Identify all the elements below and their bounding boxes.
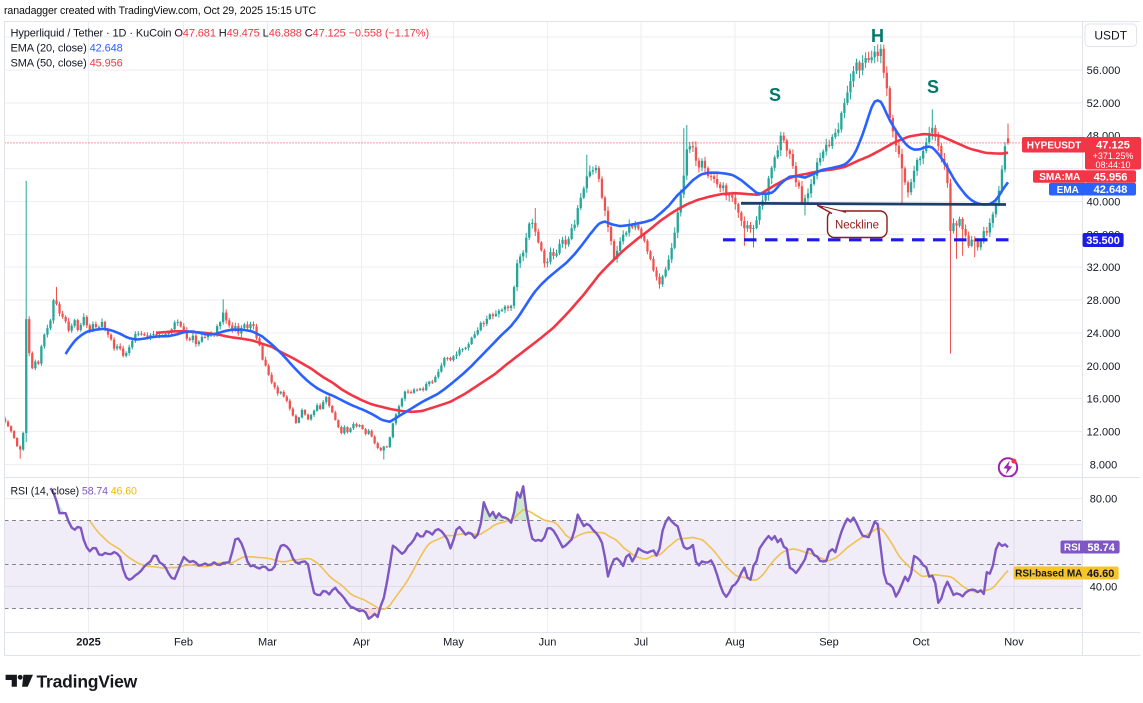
svg-text:Jun: Jun	[539, 637, 557, 649]
svg-text:08:44:10: 08:44:10	[1095, 160, 1130, 170]
svg-text:H: H	[871, 26, 884, 46]
svg-text:40.00: 40.00	[1090, 581, 1118, 593]
svg-text:16.000: 16.000	[1087, 394, 1121, 406]
svg-text:SMA:MA: SMA:MA	[1039, 172, 1080, 183]
svg-text:80.00: 80.00	[1090, 494, 1118, 506]
svg-text:56.000: 56.000	[1087, 65, 1121, 77]
svg-text:42.648: 42.648	[1094, 184, 1128, 196]
svg-text:20.000: 20.000	[1087, 361, 1121, 373]
svg-text:+371.25%: +371.25%	[1093, 151, 1134, 161]
svg-text:S: S	[769, 85, 781, 105]
svg-text:Aug: Aug	[725, 637, 745, 649]
svg-text:12.000: 12.000	[1087, 427, 1121, 439]
svg-text:46.60: 46.60	[1087, 568, 1115, 580]
svg-text:32.000: 32.000	[1087, 262, 1121, 274]
svg-text:58.74: 58.74	[1087, 542, 1115, 554]
svg-text:35.500: 35.500	[1086, 235, 1120, 247]
svg-text:HYPEUSDT: HYPEUSDT	[1027, 141, 1081, 152]
svg-text:TradingView: TradingView	[37, 672, 138, 692]
svg-text:Jul: Jul	[634, 637, 648, 649]
svg-text:Oct: Oct	[912, 637, 929, 649]
svg-text:Nov: Nov	[1004, 637, 1024, 649]
svg-text:Feb: Feb	[174, 637, 193, 649]
svg-text:2025: 2025	[76, 637, 100, 649]
svg-text:Apr: Apr	[353, 637, 370, 649]
svg-text:RSI-based MA: RSI-based MA	[1015, 569, 1082, 580]
svg-text:May: May	[443, 637, 464, 649]
svg-text:EMA: EMA	[1057, 185, 1079, 196]
svg-text:SMA (50, close) 45.956: SMA (50, close) 45.956	[11, 58, 123, 70]
svg-text:Sep: Sep	[819, 637, 839, 649]
svg-text:8.000: 8.000	[1090, 460, 1118, 472]
svg-text:Hyperliquid / Tether · 1D · Ku: Hyperliquid / Tether · 1D · KuCoin O47.6…	[11, 28, 430, 40]
svg-text:RSI (14, close) 58.74 46.60: RSI (14, close) 58.74 46.60	[11, 486, 137, 498]
svg-text:40.000: 40.000	[1087, 196, 1121, 208]
svg-text:47.125: 47.125	[1096, 140, 1130, 152]
svg-text:EMA (20, close) 42.648: EMA (20, close) 42.648	[11, 43, 123, 55]
svg-text:USDT: USDT	[1094, 29, 1127, 43]
svg-text:RSI: RSI	[1064, 543, 1081, 554]
svg-text:45.956: 45.956	[1094, 172, 1128, 184]
svg-text:Neckline: Neckline	[835, 220, 879, 232]
svg-text:S: S	[927, 77, 939, 97]
svg-text:Mar: Mar	[258, 637, 277, 649]
svg-text:24.000: 24.000	[1087, 328, 1121, 340]
svg-text:28.000: 28.000	[1087, 295, 1121, 307]
svg-text:52.000: 52.000	[1087, 98, 1121, 110]
svg-text:ranadagger created with Tradin: ranadagger created with TradingView.com,…	[4, 5, 317, 17]
